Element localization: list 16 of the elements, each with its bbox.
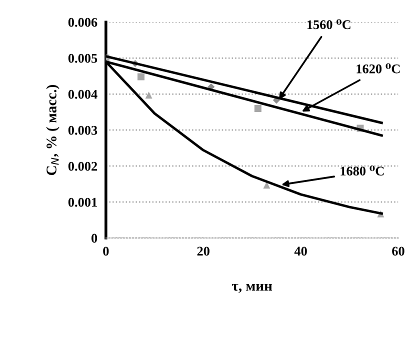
y-tick-label: 0.003 — [68, 126, 98, 135]
y-tick-label: 0 — [91, 234, 98, 243]
y-tick-label: 0.005 — [68, 54, 98, 63]
x-axis-title: τ, мин — [232, 284, 272, 293]
x-tick-label: 20 — [197, 246, 210, 256]
annotation: 1560 ⁰C — [307, 19, 350, 30]
annotation: 1620 ⁰C — [356, 63, 400, 74]
y-tick-label: 0.006 — [68, 18, 98, 27]
y-axis-title: C$_{N}$, % ( масс.) — [46, 85, 60, 176]
annotation: 1680 ⁰C — [340, 166, 384, 176]
y-tick-label: 0.004 — [68, 90, 98, 99]
x-tick-label: 60 — [392, 246, 404, 256]
y-tick-label: 0.001 — [68, 198, 97, 207]
x-tick-label: 40 — [294, 246, 307, 256]
x-tick-label: 0 — [103, 246, 109, 256]
y-tick-label: 0.002 — [68, 162, 98, 171]
